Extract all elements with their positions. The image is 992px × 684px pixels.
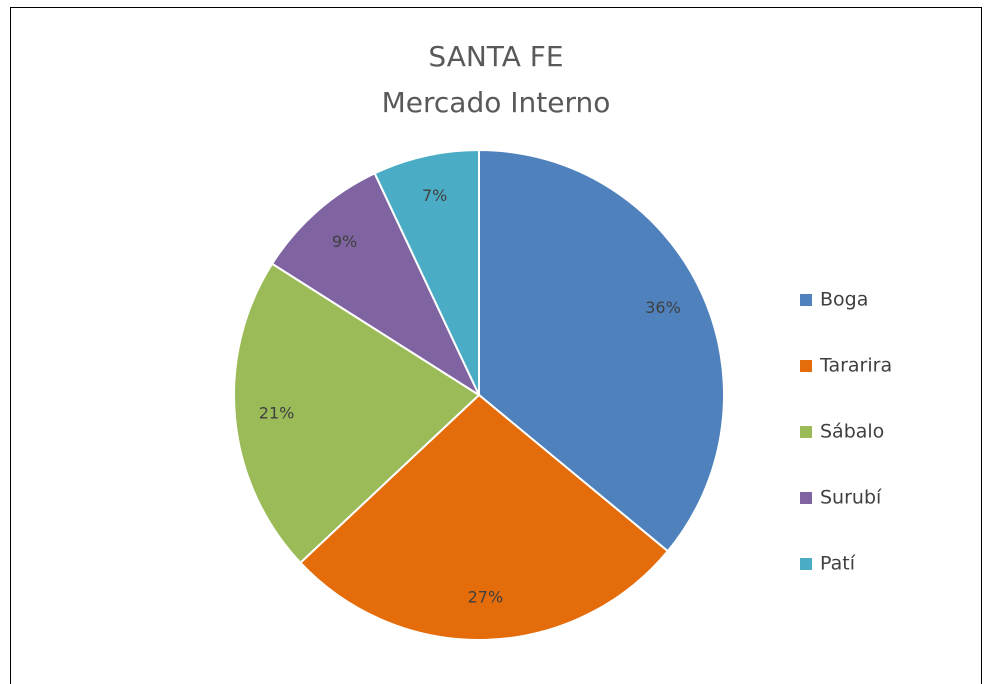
legend-swatch: [800, 426, 812, 438]
pie-slice: [478, 148, 725, 553]
legend-label: Boga: [820, 289, 868, 311]
pie-slice: [233, 262, 481, 565]
data-label: 27%: [468, 588, 504, 607]
legend-swatch: [800, 360, 812, 372]
pie-slice: [373, 148, 480, 396]
legend-label: Sábalo: [820, 421, 884, 443]
data-label: 21%: [259, 404, 295, 423]
data-label: 36%: [645, 298, 681, 317]
legend-swatch: [800, 558, 812, 570]
chart-title: SANTA FE: [428, 40, 563, 73]
legend-swatch: [800, 294, 812, 306]
data-label: 7%: [422, 186, 447, 205]
frame: [10, 7, 982, 684]
legend-label: Surubí: [820, 487, 882, 509]
legend-label: Tararira: [819, 355, 892, 377]
legend-label: Patí: [820, 553, 856, 575]
data-label: 9%: [332, 232, 357, 251]
pie-slice: [270, 171, 482, 398]
pie-slice: [298, 393, 670, 641]
chart-subtitle: Mercado Interno: [382, 86, 611, 119]
legend-swatch: [800, 492, 812, 504]
